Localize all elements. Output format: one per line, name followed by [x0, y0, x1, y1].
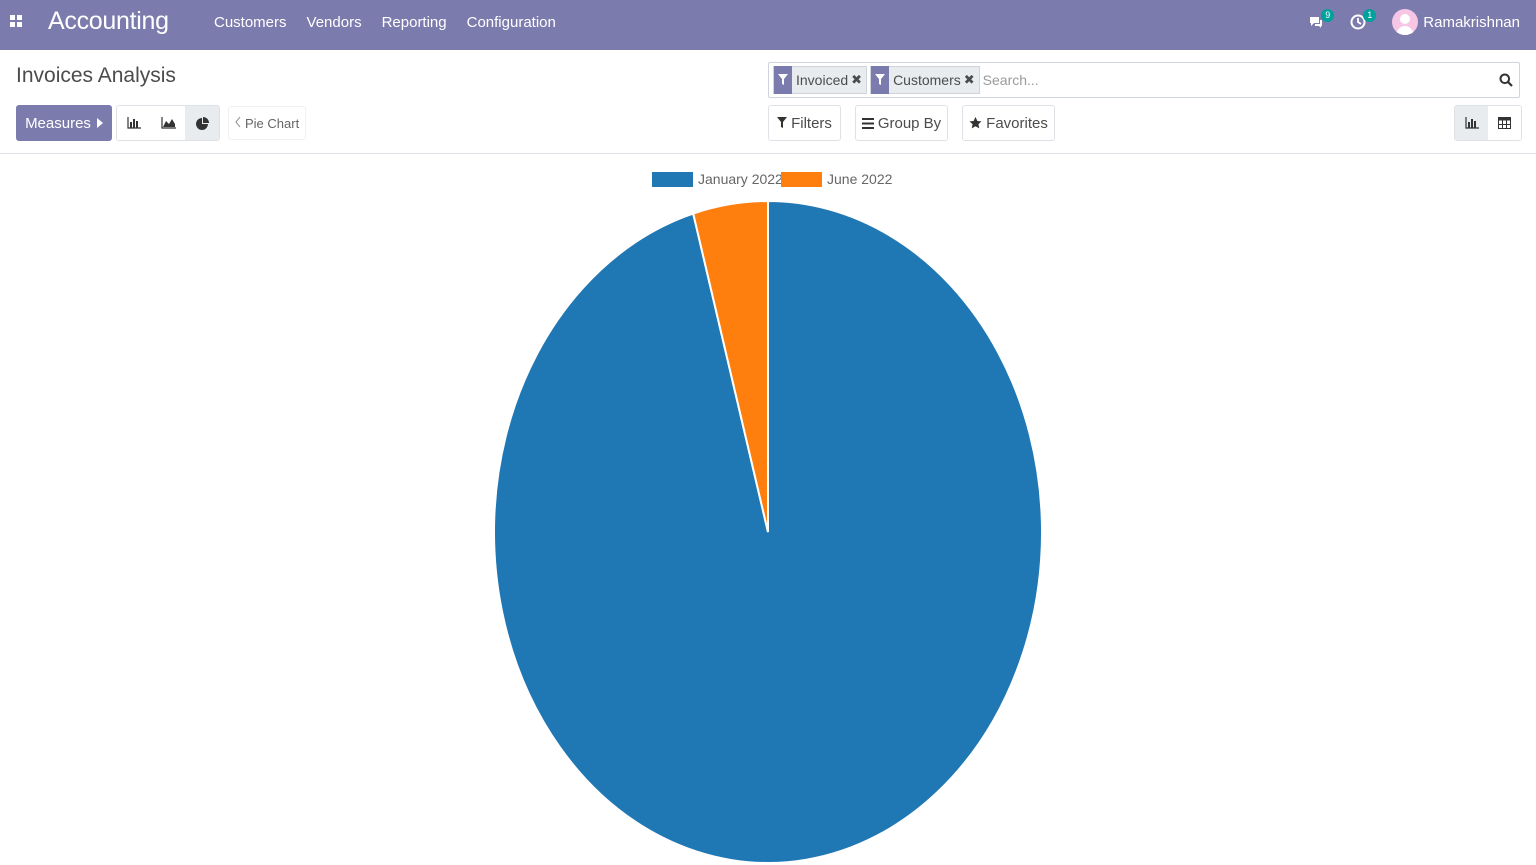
app-title[interactable]: Accounting — [48, 7, 169, 35]
area-chart-icon — [160, 117, 176, 129]
top-navbar: Accounting Customers Vendors Reporting C… — [0, 0, 1536, 50]
activities-badge: 1 — [1363, 9, 1377, 22]
chevron-left-icon — [235, 116, 241, 131]
menu-item-reporting[interactable]: Reporting — [381, 13, 447, 31]
chart-type-tooltip: Pie Chart — [228, 106, 307, 140]
systray: 9 1 Ramakrishnan — [1308, 0, 1536, 44]
legend-swatch[interactable] — [652, 172, 693, 187]
star-icon — [969, 117, 982, 129]
bar-chart-icon — [127, 117, 141, 129]
menu-item-customers[interactable]: Customers — [214, 13, 287, 31]
chart-area: January 2022 June 2022 — [0, 155, 1536, 865]
bar-chart-button[interactable] — [117, 106, 151, 140]
filter-icon — [774, 66, 792, 94]
legend-label[interactable]: January 2022 — [698, 171, 783, 187]
graph-view-button[interactable] — [1455, 106, 1488, 140]
pivot-view-button[interactable] — [1488, 106, 1521, 140]
legend-swatch[interactable] — [781, 172, 822, 187]
search-bar: Invoiced ✖ Customers ✖ — [768, 62, 1520, 98]
facet-remove-icon[interactable]: ✖ — [851, 72, 863, 87]
legend-label[interactable]: June 2022 — [827, 171, 893, 187]
search-facet-customers: Customers ✖ — [870, 66, 980, 94]
filters-label: Filters — [791, 114, 832, 132]
facet-remove-icon[interactable]: ✖ — [963, 72, 975, 87]
menu-item-configuration[interactable]: Configuration — [466, 13, 556, 31]
filters-button[interactable]: Filters — [768, 105, 841, 141]
bar-chart-icon — [1464, 117, 1479, 129]
pie-chart-button[interactable] — [185, 106, 219, 140]
pie-slices — [493, 199, 1043, 864]
messages-badge: 9 — [1321, 9, 1335, 22]
measures-button[interactable]: Measures — [16, 105, 112, 141]
chart-legend: January 2022 June 2022 — [652, 171, 893, 187]
app-menu-icon[interactable] — [10, 15, 22, 27]
main-menu: Customers Vendors Reporting Configuratio… — [204, 0, 566, 44]
search-icon[interactable] — [1499, 73, 1513, 92]
user-avatar[interactable] — [1392, 9, 1419, 35]
favorites-label: Favorites — [986, 114, 1048, 132]
activities-clock-icon[interactable]: 1 — [1350, 9, 1377, 30]
pie-chart: January 2022 June 2022 — [493, 171, 1043, 864]
favorites-button[interactable]: Favorites — [962, 105, 1055, 141]
facet-label: Invoiced — [796, 72, 849, 88]
user-name[interactable]: Ramakrishnan — [1423, 13, 1520, 31]
control-panel: Invoices Analysis Invoiced ✖ Customers ✖… — [0, 50, 1536, 154]
menu-item-vendors[interactable]: Vendors — [306, 13, 362, 31]
table-icon — [1498, 117, 1511, 129]
view-switcher — [1454, 105, 1522, 141]
facet-label: Customers — [893, 72, 961, 88]
search-input[interactable] — [982, 66, 1519, 94]
group-by-button[interactable]: Group By — [855, 105, 948, 141]
pie-chart-icon — [195, 116, 209, 130]
measures-label: Measures — [25, 114, 91, 132]
filter-icon — [777, 117, 788, 128]
group-by-label: Group By — [877, 114, 942, 132]
chart-type-switcher — [116, 105, 220, 141]
search-facet-invoiced: Invoiced ✖ — [773, 66, 868, 94]
messages-icon[interactable]: 9 — [1308, 9, 1335, 30]
page-title: Invoices Analysis — [16, 64, 176, 87]
filter-icon — [871, 66, 890, 94]
pie-slice-june-2022[interactable] — [692, 199, 769, 533]
caret-right-icon — [96, 115, 103, 132]
chart-type-label: Pie Chart — [245, 115, 300, 131]
bars-icon — [861, 117, 874, 129]
line-chart-button[interactable] — [151, 106, 185, 140]
